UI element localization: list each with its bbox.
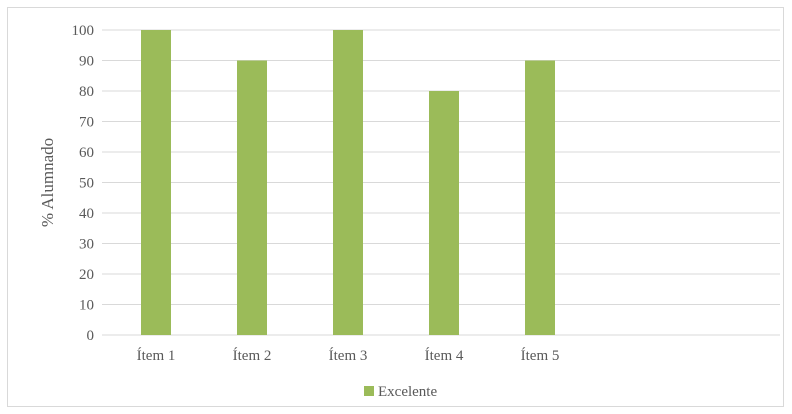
legend-swatch [364,386,374,396]
y-tick-label-100: 100 [72,23,95,39]
y-tick-label-60: 60 [79,145,94,161]
y-axis-title: % Alumnado [38,138,57,227]
y-tick-label-90: 90 [79,54,94,70]
y-tick-label-80: 80 [79,84,94,100]
x-tick-label-item-1: Ítem 1 [137,347,176,364]
x-tick-label-item-5: Ítem 5 [521,347,560,364]
bars [141,30,555,335]
x-tick-label-item-2: Ítem 2 [233,347,272,364]
y-tick-label-40: 40 [79,206,94,222]
y-axis-ticks: 0 10 20 30 40 50 60 70 80 90 100 [72,23,95,344]
bar-item-2 [237,60,267,335]
legend: Excelente [364,384,437,400]
y-tick-label-0: 0 [87,328,95,344]
bar-item-5 [525,60,555,335]
bar-item-4 [429,91,459,335]
y-tick-label-20: 20 [79,267,94,283]
chart-frame [7,7,784,407]
y-tick-label-30: 30 [79,237,94,253]
x-tick-label-item-4: Ítem 4 [425,347,464,364]
legend-label-excelente: Excelente [378,384,437,400]
x-axis-ticks: Ítem 1 Ítem 2 Ítem 3 Ítem 4 Ítem 5 [137,347,560,364]
x-tick-label-item-3: Ítem 3 [329,347,368,364]
y-tick-label-50: 50 [79,176,94,192]
y-tick-label-10: 10 [79,298,94,314]
bar-item-3 [333,30,363,335]
y-tick-label-70: 70 [79,115,94,131]
bar-item-1 [141,30,171,335]
